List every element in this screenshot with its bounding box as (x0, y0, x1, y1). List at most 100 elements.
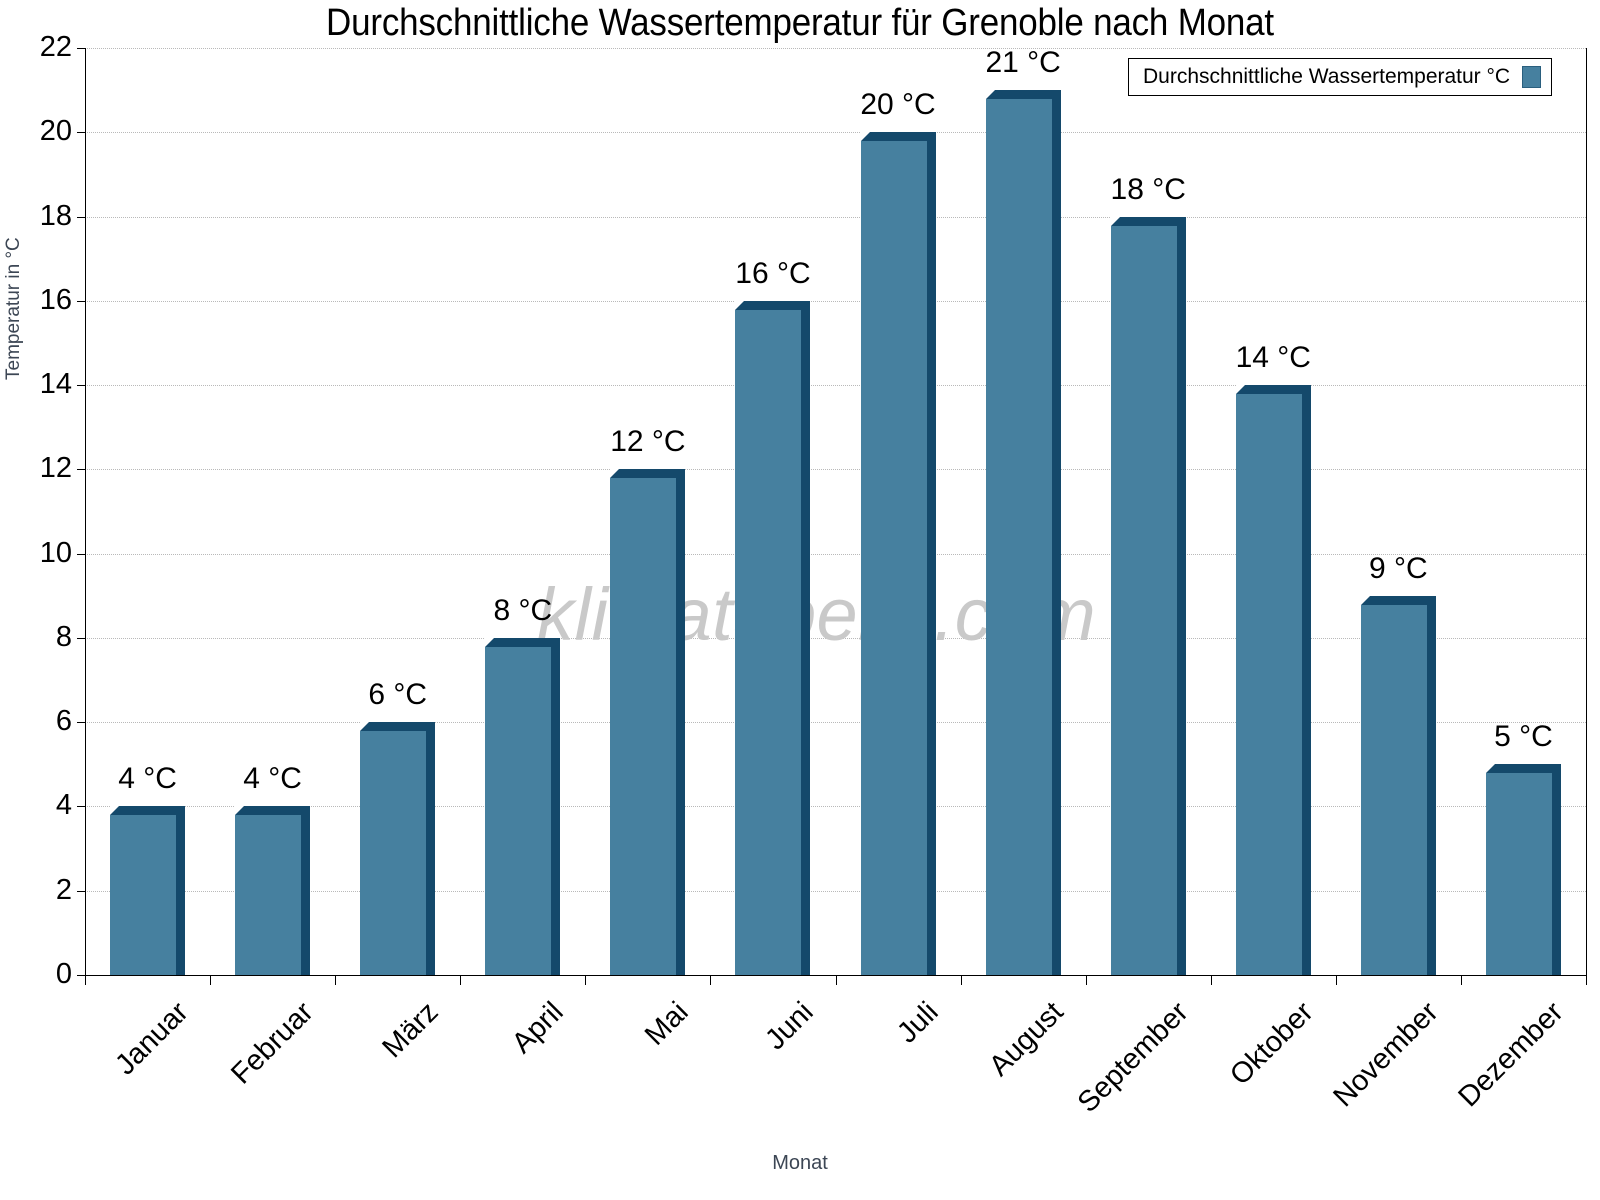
bar-value-label: 8 °C (493, 593, 553, 627)
y-axis-tick-label: 16 (39, 283, 72, 316)
bar[interactable] (1360, 595, 1436, 975)
y-axis-title: Temperatur in °C (3, 237, 24, 380)
x-axis-tick-mark (460, 975, 461, 985)
bar-side-face (926, 141, 936, 975)
bar-side-face (426, 731, 436, 975)
y-axis-tick-mark (77, 554, 86, 555)
x-axis-category-label: Februar (224, 996, 320, 1091)
y-axis-tick-mark (77, 132, 86, 133)
bar-value-label: 5 °C (1494, 720, 1553, 754)
x-axis-tick-mark (1086, 975, 1087, 985)
x-axis-category-label: März (376, 996, 445, 1065)
y-axis-tick-mark (77, 806, 86, 807)
bar-side-face (676, 478, 686, 975)
bar-value-label: 12 °C (610, 425, 686, 459)
bar[interactable] (1235, 385, 1311, 975)
bar-front-face (735, 309, 802, 975)
y-axis-tick-mark (77, 301, 86, 302)
gridline (85, 722, 1586, 724)
bar[interactable] (610, 469, 686, 975)
x-axis-tick-mark (1336, 975, 1337, 985)
x-axis-category-label: Dezember (1452, 996, 1571, 1114)
bar-top-face (235, 806, 311, 816)
bar-front-face (1360, 604, 1427, 975)
bar-side-face (1551, 773, 1561, 975)
legend-label: Durchschnittliche Wassertemperatur °C (1143, 65, 1511, 88)
y-axis-tick-mark (77, 385, 86, 386)
bar-top-face (1360, 595, 1436, 605)
bar-top-bevel (860, 132, 870, 142)
y-axis-tick-mark (77, 217, 86, 218)
bar-side-face (1426, 604, 1436, 975)
bar-side-face (176, 815, 186, 975)
bar-top-face (1485, 764, 1561, 774)
bar-value-label: 14 °C (1235, 341, 1311, 375)
legend[interactable]: Durchschnittliche Wassertemperatur °C (1128, 58, 1553, 96)
bar-top-bevel (1360, 595, 1370, 605)
bar-value-label: 9 °C (1369, 551, 1428, 585)
x-axis-tick-mark (1586, 975, 1587, 985)
bar-value-label: 4 °C (118, 762, 177, 796)
bar[interactable] (985, 90, 1061, 975)
gridline (85, 806, 1586, 808)
bar-value-label: 6 °C (368, 678, 428, 712)
bar-top-face (110, 806, 186, 816)
bar[interactable] (735, 300, 811, 975)
bar[interactable] (360, 722, 436, 975)
y-axis-tick-label: 20 (39, 115, 72, 148)
bar-value-label: 18 °C (1110, 172, 1186, 206)
gridline (85, 132, 1586, 134)
bar-front-face (610, 478, 677, 975)
bar-top-face (485, 637, 561, 647)
bar-top-bevel (485, 637, 495, 647)
y-axis-line (85, 48, 86, 976)
y-axis-tick-label: 10 (39, 536, 72, 569)
bar-front-face (360, 731, 427, 975)
x-axis-category-label: November (1327, 996, 1446, 1114)
bar-top-face (735, 300, 811, 310)
bar-front-face (1110, 225, 1177, 975)
gridline (85, 637, 1586, 640)
x-axis-tick-mark (961, 975, 962, 985)
plot-area: klimatabelle.com (85, 48, 1586, 975)
y-axis-tick-mark (77, 48, 86, 49)
bar-front-face (485, 646, 552, 975)
bar-value-label: 4 °C (243, 762, 302, 796)
bar-top-bevel (1110, 216, 1120, 226)
bar-top-face (1110, 216, 1186, 226)
x-axis-category-label: Oktober (1224, 996, 1320, 1092)
bar[interactable] (485, 637, 561, 975)
bar[interactable] (1110, 216, 1186, 975)
bar[interactable] (860, 132, 936, 975)
y-axis-tick-label: 2 (55, 873, 72, 906)
y-axis-tick-label: 12 (39, 452, 72, 485)
bar-front-face (1485, 773, 1552, 975)
y-axis-tick-label: 4 (55, 789, 72, 822)
x-axis-tick-mark (1211, 975, 1212, 985)
bar-value-label: 21 °C (985, 46, 1061, 80)
x-axis-tick-mark (1461, 975, 1462, 985)
x-axis-title: Monat (772, 1152, 828, 1174)
bar[interactable] (110, 806, 186, 975)
bar-front-face (235, 815, 302, 975)
gridline (85, 385, 1586, 387)
bar[interactable] (1485, 764, 1561, 975)
bar-side-face (301, 815, 311, 975)
x-axis-tick-mark (210, 975, 211, 985)
x-axis-tick-mark (335, 975, 336, 985)
bar-front-face (860, 141, 927, 975)
bar-top-bevel (610, 469, 620, 479)
bar-front-face (1235, 394, 1302, 975)
y-axis-tick-label: 18 (39, 199, 72, 232)
bar-top-face (360, 722, 436, 732)
bar-top-face (985, 90, 1061, 100)
chart-title: Durchschnittliche Wassertemperatur für G… (326, 2, 1274, 44)
y-axis-tick-mark (77, 975, 86, 976)
bar-side-face (1301, 394, 1311, 975)
bar-top-bevel (985, 90, 995, 100)
bar-front-face (110, 815, 177, 975)
gridline (85, 48, 1586, 50)
bar[interactable] (235, 806, 311, 975)
x-axis-tick-mark (836, 975, 837, 985)
x-axis-tick-mark (710, 975, 711, 985)
